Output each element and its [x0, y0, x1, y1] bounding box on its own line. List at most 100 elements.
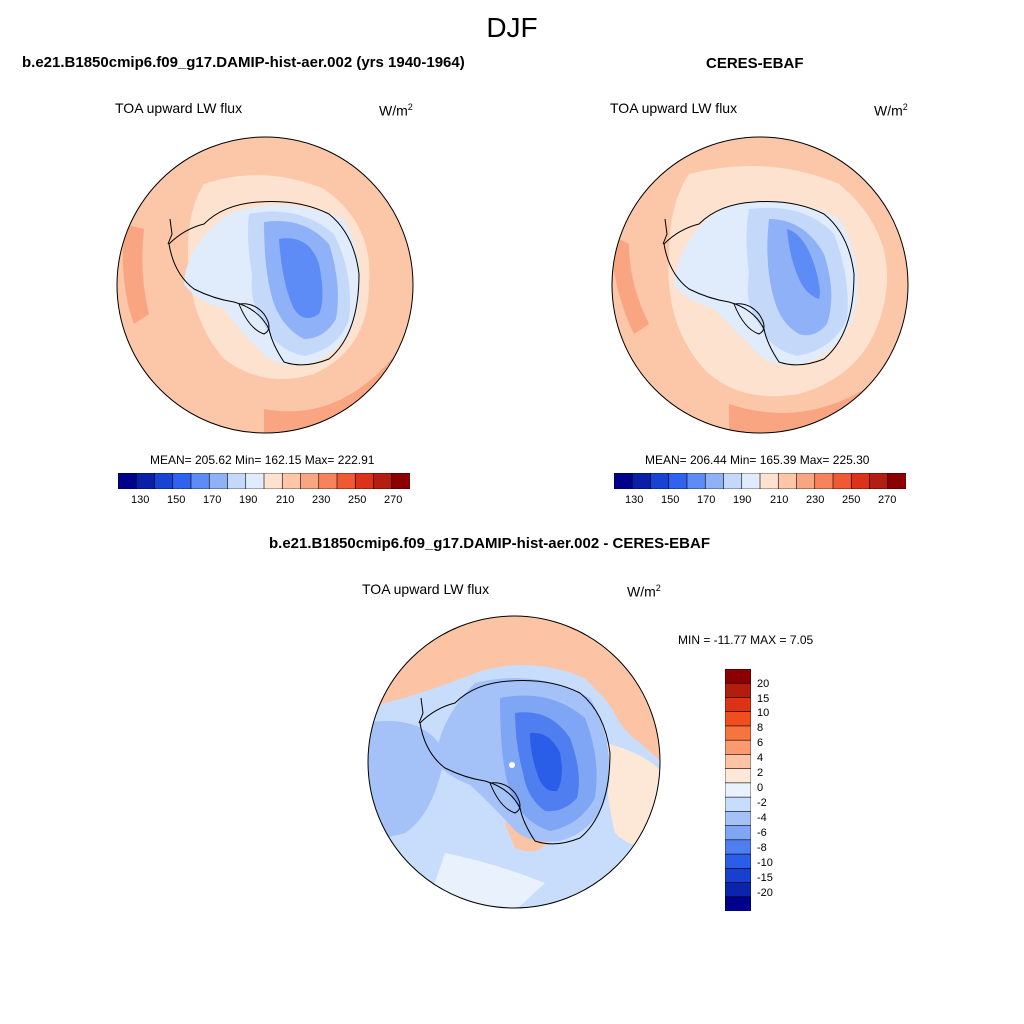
model-panel-title: b.e21.B1850cmip6.f09_g17.DAMIP-hist-aer.… — [22, 54, 465, 71]
model-colorbar-tick: 150 — [167, 494, 186, 506]
colorbar-swatch — [814, 472, 834, 490]
colorbar-swatch — [650, 472, 670, 490]
diff-colorbar-tick: 4 — [757, 752, 764, 764]
colorbar-swatch — [135, 472, 156, 490]
diff-colorbar-tick: -15 — [757, 872, 773, 884]
diff-colorbar-tick: 8 — [757, 722, 764, 734]
diff-colorbar-tick: 20 — [757, 678, 770, 690]
colorbar-swatch — [263, 472, 283, 490]
diff-colorbar-tick: 2 — [757, 767, 764, 779]
obs-colorbar-tick: 210 — [770, 494, 789, 506]
obs-colorbar-tick: 150 — [661, 494, 680, 506]
diff-colorbar — [724, 668, 752, 916]
model-colorbar-tick: 170 — [203, 494, 222, 506]
colorbar-swatch — [741, 472, 761, 490]
figure-title: DJF — [486, 12, 538, 43]
diff-colorbar-tick: -8 — [757, 842, 767, 854]
colorbar-swatch — [724, 896, 752, 912]
colorbar-swatch — [724, 682, 752, 699]
colorbar-swatch — [245, 472, 265, 490]
colorbar-swatch — [373, 472, 393, 490]
diff-panel-title: b.e21.B1850cmip6.f09_g17.DAMIP-hist-aer.… — [269, 535, 710, 552]
diff-variable-label: TOA upward LW flux — [362, 581, 490, 597]
colorbar-swatch — [759, 472, 779, 490]
colorbar-swatch — [724, 668, 752, 684]
diff-colorbar-tick: -10 — [757, 857, 773, 869]
obs-panel-title: CERES-EBAF — [706, 55, 804, 72]
colorbar-swatch — [190, 472, 210, 490]
colorbar-swatch — [631, 472, 652, 490]
diff-colorbar-tick: -6 — [757, 827, 767, 839]
obs-colorbar-tick: 170 — [697, 494, 716, 506]
obs-colorbar-tick: 130 — [625, 494, 644, 506]
colorbar-swatch — [724, 882, 752, 898]
colorbar-swatch — [724, 782, 752, 798]
diff-colorbar-tick: 6 — [757, 737, 764, 749]
diff-colorbar-tick: 10 — [757, 707, 770, 719]
colorbar-swatch — [724, 711, 752, 727]
diff-colorbar-tick: 15 — [757, 693, 770, 705]
colorbar-swatch — [832, 472, 852, 490]
obs-colorbar — [613, 472, 907, 494]
colorbar-swatch — [613, 472, 633, 490]
colorbar-swatch — [724, 853, 752, 869]
colorbar-swatch — [724, 825, 752, 841]
diff-colorbar-tick: 0 — [757, 782, 764, 794]
colorbar-swatch — [227, 472, 247, 490]
obs-colorbar-labels: 130 150 170 190 210 230 250 270 — [614, 494, 906, 510]
colorbar-swatch — [354, 472, 375, 490]
diff-polar-map — [367, 615, 661, 909]
colorbar-swatch — [117, 472, 137, 490]
model-unit-label: W/m2 — [379, 102, 413, 119]
colorbar-swatch — [724, 768, 752, 784]
colorbar-swatch — [777, 472, 798, 490]
colorbar-swatch — [724, 697, 752, 713]
colorbar-swatch — [724, 867, 752, 884]
obs-colorbar-tick: 190 — [733, 494, 752, 506]
diff-colorbar-labels: 20 15 10 8 6 4 2 0 -2 -4 -6 -8 -10 -15 -… — [757, 669, 797, 911]
model-polar-map — [116, 136, 414, 434]
colorbar-swatch — [281, 472, 302, 490]
colorbar-swatch — [154, 472, 174, 490]
colorbar-swatch — [686, 472, 706, 490]
model-colorbar-tick: 250 — [348, 494, 367, 506]
colorbar-swatch — [300, 472, 320, 490]
diff-colorbar-tick: -20 — [757, 887, 773, 899]
model-colorbar-tick: 210 — [276, 494, 295, 506]
model-colorbar-tick: 270 — [384, 494, 403, 506]
colorbar-swatch — [724, 796, 752, 812]
obs-colorbar-tick: 250 — [842, 494, 861, 506]
obs-polar-map — [611, 136, 909, 434]
colorbar-swatch — [723, 472, 743, 490]
colorbar-swatch — [869, 472, 889, 490]
colorbar-swatch — [668, 472, 688, 490]
colorbar-swatch — [724, 739, 752, 756]
colorbar-swatch — [724, 839, 752, 855]
model-colorbar-labels: 130 150 170 190 210 230 250 270 — [118, 494, 410, 510]
obs-colorbar-tick: 270 — [878, 494, 897, 506]
obs-colorbar-tick: 230 — [806, 494, 825, 506]
model-colorbar-tick: 190 — [239, 494, 258, 506]
diff-colorbar-tick: -2 — [757, 797, 767, 809]
colorbar-swatch — [850, 472, 871, 490]
colorbar-swatch — [724, 725, 752, 741]
colorbar-swatch — [318, 472, 338, 490]
colorbar-swatch — [704, 472, 725, 490]
obs-stats: MEAN= 206.44 Min= 165.39 Max= 225.30 — [645, 453, 870, 467]
obs-variable-label: TOA upward LW flux — [610, 100, 738, 116]
model-colorbar-tick: 130 — [131, 494, 150, 506]
model-stats: MEAN= 205.62 Min= 162.15 Max= 222.91 — [150, 453, 375, 467]
diff-colorbar-tick: -4 — [757, 812, 767, 824]
model-colorbar — [117, 472, 411, 494]
diff-unit-label: W/m2 — [627, 583, 661, 600]
colorbar-swatch — [887, 472, 907, 490]
colorbar-swatch — [796, 472, 816, 490]
colorbar-swatch — [724, 754, 752, 770]
model-variable-label: TOA upward LW flux — [115, 100, 243, 116]
colorbar-swatch — [336, 472, 356, 490]
obs-unit-label: W/m2 — [874, 102, 908, 119]
colorbar-swatch — [724, 811, 752, 827]
colorbar-swatch — [391, 472, 411, 490]
colorbar-swatch — [172, 472, 192, 490]
diff-stats: MIN = -11.77 MAX = 7.05 — [678, 633, 814, 647]
